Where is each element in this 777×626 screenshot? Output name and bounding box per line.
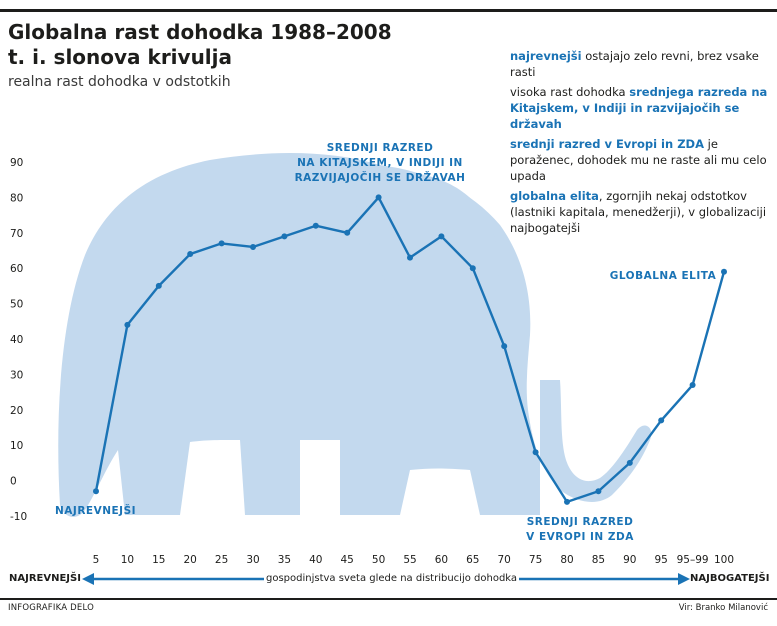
title-line-1: Globalna rast dohodka 1988–2008: [8, 20, 392, 44]
data-point: [218, 240, 225, 247]
data-point: [344, 229, 351, 236]
data-point: [658, 417, 665, 424]
data-point: [93, 488, 99, 495]
axis-label-poorest: NAJREVNEJŠI: [9, 573, 81, 584]
x-tick-label: 70: [498, 554, 511, 566]
data-point: [532, 449, 539, 456]
y-tick-label: 90: [10, 157, 23, 169]
legend-text: visoka rast dohodka: [510, 85, 630, 99]
data-point: [375, 194, 382, 201]
y-tick-label: 20: [10, 405, 23, 417]
label-middle-west-1: SREDNJI RAZRED: [527, 516, 634, 528]
legend-item-poorest: najrevnejši ostajajo zelo revni, brez vs…: [510, 48, 772, 80]
axis-label-richest: NAJBOGATEJŠI: [690, 573, 770, 584]
data-point: [155, 282, 162, 289]
income-growth-series: [93, 194, 727, 505]
x-tick-label: 10: [121, 554, 134, 566]
legend-text: , zgornjih nekaj odstotkov (lastniki kap…: [510, 189, 767, 235]
x-tick-label: 55: [403, 554, 416, 566]
legend: najrevnejši ostajajo zelo revni, brez vs…: [510, 48, 772, 240]
y-tick-label: -10: [10, 511, 27, 523]
x-tick-label: 100: [714, 554, 734, 566]
title-line-2: t. i. slonova krivulja: [8, 45, 233, 69]
x-tick-label: 5: [93, 554, 100, 566]
label-middle-asia-1: SREDNJI RAZRED: [327, 142, 434, 154]
footer-source: Vir: Branko Milanović: [678, 603, 768, 613]
x-tick-label: 20: [184, 554, 197, 566]
elephant-silhouette: [58, 153, 652, 517]
label-middle-asia-3: RAZVIJAJOČIH SE DRŽAVAH: [295, 171, 466, 184]
x-tick-label: 95: [655, 554, 668, 566]
arrow-right-icon: [678, 573, 690, 585]
x-tick-label: 30: [246, 554, 259, 566]
data-point: [250, 243, 256, 250]
y-tick-label: 30: [10, 369, 23, 381]
x-tick-label: 95–99: [677, 554, 709, 566]
footer-rule: [0, 598, 777, 600]
y-axis: -10 0 10 20 30 40 50 60 70 80 90: [10, 157, 27, 523]
label-middle-asia-2: NA KITAJSKEM, V INDIJI IN: [297, 157, 463, 169]
legend-text: ostajajo zelo revni, brez vsake rasti: [510, 49, 759, 79]
elephant-body: [58, 153, 652, 517]
arrow-left-icon: [82, 573, 94, 585]
legend-highlight: globalna elita: [510, 189, 599, 203]
chart-title: Globalna rast dohodka 1988–2008 t. i. sl…: [8, 20, 392, 70]
legend-text: je poraženec, dohodek mu ne raste ali mu…: [510, 137, 767, 183]
x-tick-label: 85: [592, 554, 605, 566]
data-point: [124, 321, 131, 328]
data-point: [595, 488, 602, 495]
axis-label-distribution: gospodinjstva sveta glede na distribucij…: [264, 573, 520, 584]
y-tick-label: 40: [10, 334, 23, 346]
legend-item-middle-asia: visoka rast dohodka srednjega razreda na…: [510, 84, 772, 132]
x-tick-label: 50: [372, 554, 385, 566]
y-tick-label: 10: [10, 440, 23, 452]
x-tick-label: 75: [529, 554, 542, 566]
data-point: [187, 251, 194, 258]
footer-credit: INFOGRAFIKA DELO: [8, 603, 94, 613]
y-tick-label: 70: [10, 228, 23, 240]
data-point: [312, 222, 319, 229]
label-middle-west-2: V EVROPI IN ZDA: [526, 531, 634, 543]
data-point: [407, 254, 413, 261]
top-rule: [0, 9, 777, 12]
x-tick-label: 25: [215, 554, 228, 566]
x-tick-label: 45: [341, 554, 354, 566]
x-tick-label: 65: [466, 554, 479, 566]
label-elite: GLOBALNA ELITA: [610, 270, 717, 282]
chart-subtitle: realna rast dohodka v odstotkih: [8, 74, 231, 90]
legend-highlight: srednjega razreda na Kitajskem, v Indiji…: [510, 85, 768, 131]
legend-highlight: najrevnejši: [510, 49, 582, 63]
y-tick-label: 60: [10, 263, 23, 275]
x-tick-label: 35: [278, 554, 291, 566]
label-poorest: NAJREVNEJŠI: [55, 504, 136, 517]
data-point: [689, 382, 696, 389]
x-tick-label: 40: [309, 554, 322, 566]
y-tick-label: 80: [10, 192, 23, 204]
data-point: [281, 233, 288, 240]
x-tick-label: 80: [560, 554, 573, 566]
x-axis: 5 10 15 20 25 30 35 40 45 50 55 60 65 70 75 80 85 90 95 95–…: [93, 554, 734, 566]
data-point: [626, 459, 633, 466]
legend-item-elite: globalna elita, zgornjih nekaj odstotkov…: [510, 188, 772, 236]
x-tick-label: 60: [435, 554, 448, 566]
data-point: [721, 268, 727, 275]
x-tick-label: 90: [623, 554, 636, 566]
data-point: [438, 233, 445, 240]
legend-highlight: srednji razred v Evropi in ZDA: [510, 137, 704, 151]
legend-item-middle-west: srednji razred v Evropi in ZDA je poraže…: [510, 136, 772, 184]
data-point: [501, 343, 508, 350]
y-tick-label: 0: [10, 476, 17, 488]
x-tick-label: 15: [152, 554, 165, 566]
y-tick-label: 50: [10, 299, 23, 311]
data-point: [564, 498, 570, 505]
data-point: [469, 265, 476, 272]
elephant-ear: [354, 172, 499, 330]
